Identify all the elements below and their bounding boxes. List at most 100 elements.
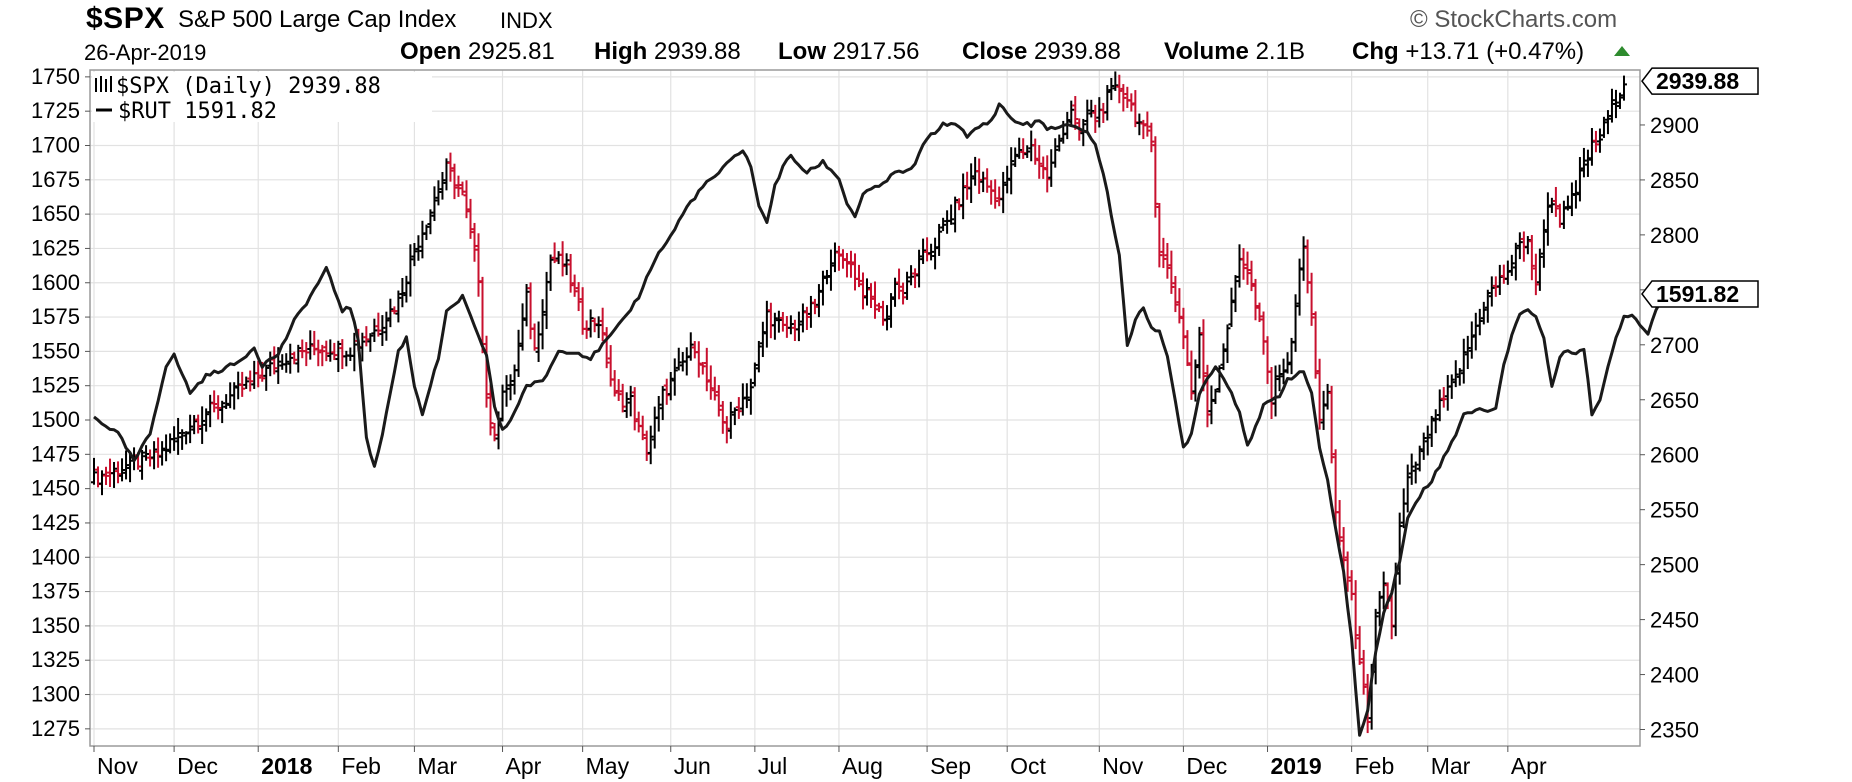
ohlc-bar (735, 397, 742, 419)
x-tick-label: Oct (1010, 753, 1046, 779)
ohlc-bar (823, 269, 830, 285)
ohlc-bar (1224, 324, 1231, 364)
ohlc-bar (1284, 352, 1291, 374)
ohlc-bar (295, 344, 302, 373)
ohlc-bar (1252, 278, 1259, 321)
ohlc-bar (1008, 147, 1015, 195)
ohlc-bar (1228, 287, 1235, 327)
chart-exchange: INDX (500, 8, 553, 33)
ohlc-bar (1240, 248, 1247, 280)
ohlc-bar (1540, 219, 1547, 268)
ohlc-bar (699, 361, 706, 375)
ohlc-bar (419, 220, 426, 259)
ohlc-bar (896, 268, 903, 300)
ohlc-bar (611, 370, 618, 397)
ohlc-bar (575, 282, 582, 312)
ohlc-bar (763, 300, 770, 348)
x-tick-label: May (586, 753, 630, 779)
ohlc-bar (675, 347, 682, 371)
ohlc-bar (956, 198, 963, 211)
ohlc-bar (1032, 138, 1039, 165)
value-tag-label: 2939.88 (1656, 68, 1739, 94)
ohlc-bar (115, 461, 122, 484)
ohlc-bar (447, 152, 454, 182)
ohlc-bar (996, 186, 1003, 207)
ohlc-bar (463, 180, 470, 219)
left-tick-label: 1750 (31, 64, 80, 89)
ohlc-bar (399, 278, 406, 308)
ohlc-bar (579, 287, 586, 335)
ohlc-bar (1320, 390, 1327, 430)
ohlc-bar (1440, 387, 1447, 408)
ohlc-bar (347, 347, 354, 361)
ohlc-bar (387, 298, 394, 328)
ohlc-bar (940, 217, 947, 232)
ohlc-bar (759, 321, 766, 358)
ohlc-bar (1096, 97, 1103, 128)
ohlc-bar (531, 323, 538, 351)
x-tick-label: 2019 (1271, 753, 1322, 779)
ohlc-bar (920, 238, 927, 264)
ohlc-bar (1312, 311, 1319, 379)
ohlc-bar (663, 378, 670, 405)
ohlc-bar (1164, 242, 1171, 279)
ohlc-bar (379, 315, 386, 346)
ohlc-bar (1464, 335, 1471, 370)
ohlc-bar (715, 385, 722, 417)
open-quote: Open 2925.81 (400, 38, 555, 66)
ohlc-bar (1248, 260, 1255, 292)
ohlc-bar (880, 300, 887, 326)
left-axis-ticks: 1750 1725 1700 1675 1650 1625 1600 1575 1550 1525… (31, 64, 90, 741)
right-tick-label: 2800 (1650, 223, 1699, 248)
ohlc-bar (599, 307, 606, 342)
ohlc-bar (1380, 571, 1387, 610)
ohlc-bar (1044, 155, 1051, 193)
ohlc-bar (195, 414, 202, 434)
ohlc-bar (928, 243, 935, 261)
ohlc-bar (1316, 358, 1323, 430)
ohlc-bar (1472, 312, 1479, 351)
ohlc-bar (467, 198, 474, 239)
spx-ohlc-series (91, 71, 1627, 734)
ohlc-bar (1264, 336, 1271, 384)
legend-background (92, 72, 432, 122)
ohlc-bar (1456, 368, 1463, 386)
ohlc-bar (555, 251, 562, 265)
ohlc-bar (1460, 338, 1467, 384)
ohlc-bar (1004, 165, 1011, 194)
x-tick-label: Mar (417, 753, 457, 779)
copyright-notice[interactable]: © StockCharts.com (1410, 6, 1618, 33)
change-quote: Chg +13.71 (+0.47%) (1352, 38, 1584, 66)
ohlc-bar (1088, 99, 1095, 118)
ohlc-bar (1580, 147, 1587, 178)
ohlc-bar (1360, 649, 1367, 695)
ohlc-bar (639, 415, 646, 441)
ohlc-bar (1308, 272, 1315, 326)
ohlc-bar (1512, 242, 1519, 281)
value-tag-box (1641, 67, 1759, 95)
ohlc-bar (1168, 250, 1175, 294)
ohlc-bar (1296, 258, 1303, 316)
ohlc-bar (1484, 289, 1491, 323)
ohlc-bar (723, 416, 730, 444)
ohlc-bar (1048, 149, 1055, 187)
left-tick-label: 1375 (31, 579, 80, 604)
ohlc-bar (143, 445, 150, 461)
ohlc-bar (415, 235, 422, 261)
ohlc-bar (651, 406, 658, 449)
ohlc-bar (1072, 96, 1079, 130)
ohlc-bar (1328, 385, 1335, 464)
left-tick-label: 1450 (31, 476, 80, 501)
ohlc-bar (363, 326, 370, 347)
ohlc-bar (1036, 145, 1043, 179)
volume-quote: Volume 2.1B (1164, 38, 1305, 66)
ohlc-bar (711, 376, 718, 401)
ohlc-bar (331, 342, 338, 361)
left-tick-label: 1675 (31, 167, 80, 192)
x-tick-label: Aug (842, 753, 883, 779)
ohlc-bar (1212, 388, 1219, 405)
x-tick-label: Apr (506, 753, 542, 779)
ohlc-bar (1292, 294, 1299, 352)
low-value: 2917.56 (832, 38, 920, 65)
